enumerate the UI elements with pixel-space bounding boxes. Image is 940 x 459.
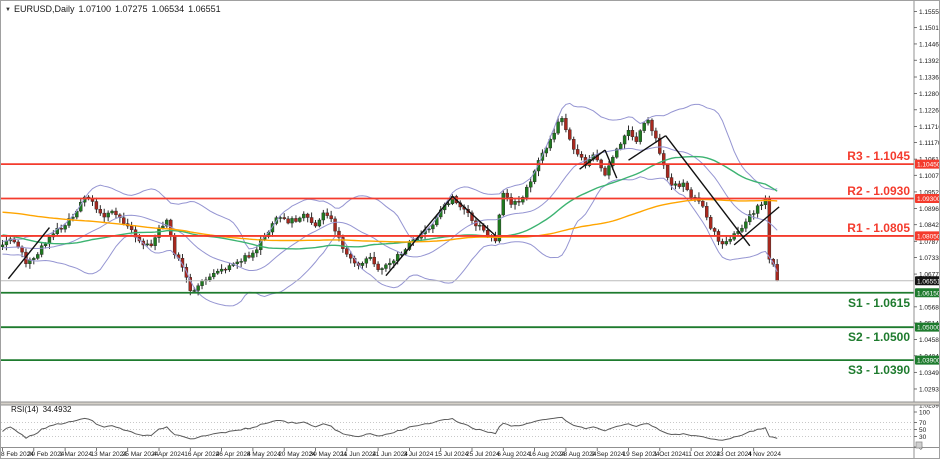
price-tick-label: 1.09520 xyxy=(919,189,940,196)
date-tick-label: 26 Apr 2024 xyxy=(216,451,251,458)
date-tick-label: 8 May 2024 xyxy=(247,451,281,458)
date-tick-label: 25 Jul 2024 xyxy=(466,451,500,458)
rsi-tick-label: 100 xyxy=(919,410,930,417)
symbol-dropdown-icon[interactable]: ▼ xyxy=(5,7,11,13)
price-tick-label: 1.07870 xyxy=(919,239,940,246)
date-tick-label: 9 Sep 2024 xyxy=(591,451,625,458)
price-tick-label: 1.15550 xyxy=(919,9,940,16)
trendlines[interactable] xyxy=(7,135,780,280)
resistance-label-r1[interactable]: R1 - 1.0805 xyxy=(847,220,910,235)
symbol-period-label: EURUSD,Daily xyxy=(13,4,75,14)
date-tick-label: 21 Jun 2024 xyxy=(372,451,408,458)
price-tick-label: 1.02935 xyxy=(919,386,940,393)
resistance-label-r3[interactable]: R3 - 1.1045 xyxy=(847,149,910,164)
price-badge-label: 1.10450 xyxy=(917,162,940,169)
price-badge xyxy=(915,276,939,286)
price-badge xyxy=(915,194,939,204)
price-badge-label: 1.06150 xyxy=(917,290,940,297)
price-tick-label: 1.11170 xyxy=(919,140,940,147)
support-label-s2[interactable]: S2 - 1.0500 xyxy=(847,330,910,345)
rsi-panel: 1007050300 xyxy=(1,410,939,452)
date-tick-label: 11 Jun 2024 xyxy=(341,451,377,458)
support-label-s3[interactable]: S3 - 1.0390 xyxy=(847,363,910,378)
resistance-label-r2[interactable]: R2 - 1.0930 xyxy=(847,183,910,198)
date-tick-label: 6 Aug 2024 xyxy=(497,451,530,458)
price-badge xyxy=(915,231,939,241)
rsi-value: 34.4932 xyxy=(42,405,72,414)
level-lines[interactable] xyxy=(1,163,914,362)
price-badge xyxy=(915,355,939,365)
date-tick-label: 4 Apr 2024 xyxy=(153,451,185,458)
price-badge xyxy=(915,288,939,298)
main-panel xyxy=(1,102,914,362)
price-badge-label: 1.06551 xyxy=(917,278,940,285)
price-tick-label: 1.08425 xyxy=(919,222,940,229)
quote-high: 1.07275 xyxy=(115,4,148,14)
price-badge-label: 1.05000 xyxy=(917,325,940,332)
date-tick-label: 20 Feb 2024 xyxy=(28,451,65,458)
date-tick-label: 16 Aug 2024 xyxy=(529,451,566,458)
price-tick-label: 1.12805 xyxy=(919,91,940,98)
rsi-line xyxy=(2,416,778,441)
date-tick-label: 20 May 2024 xyxy=(278,451,316,458)
price-tick-label: 1.13360 xyxy=(919,75,940,82)
date-tick-label: 23 Oct 2024 xyxy=(716,451,752,458)
rsi-indicator-label: RSI(14) 34.4932 xyxy=(11,405,71,414)
price-badge-label: 1.08050 xyxy=(917,233,940,240)
price-tick-label: 1.13920 xyxy=(919,58,940,65)
rsi-name: RSI(14) xyxy=(11,405,39,414)
support-label-s1[interactable]: S1 - 1.0615 xyxy=(847,295,910,310)
price-tick-label: 1.10075 xyxy=(919,173,940,180)
price-badge-label: 1.03900 xyxy=(917,358,940,365)
date-tick-label: 25 Mar 2024 xyxy=(122,451,159,458)
price-tick-label: 1.12265 xyxy=(919,107,940,114)
chart-title-bar: ▼ EURUSD,Daily 1.07100 1.07275 1.06534 1.0655… xyxy=(5,4,221,14)
rsi-tick-label: 70 xyxy=(919,420,927,427)
price-badge xyxy=(915,159,939,169)
date-tick-label: 28 Aug 2024 xyxy=(560,451,597,458)
date-tick-label: 30 May 2024 xyxy=(310,451,348,458)
date-tick-label: 1 Oct 2024 xyxy=(654,451,686,458)
price-badge xyxy=(915,322,939,332)
price-tick-label: 1.14465 xyxy=(919,41,940,48)
price-tick-label: 1.04585 xyxy=(919,337,940,344)
panel-separator[interactable] xyxy=(1,402,940,405)
price-tick-label: 1.11710 xyxy=(919,124,940,131)
date-tick-label: 4 Nov 2024 xyxy=(748,451,782,458)
price-tick-label: 1.05680 xyxy=(919,304,940,311)
price-tick-label: 1.06775 xyxy=(919,272,940,279)
price-tick-label: 1.15010 xyxy=(919,25,940,32)
rsi-tick-label: 30 xyxy=(919,434,927,441)
price-axis[interactable]: 1.15550 1.15010 1.14465 1.13920 1.13360 1.128… xyxy=(913,1,940,459)
date-tick-label: 16 Apr 2024 xyxy=(184,451,219,458)
quote-open: 1.07100 xyxy=(78,4,112,14)
date-tick-label: 3 Jul 2024 xyxy=(403,451,433,458)
quote-low: 1.06534 xyxy=(151,4,185,14)
scroll-corner-glyph[interactable] xyxy=(915,441,923,449)
price-badge-label: 1.09300 xyxy=(917,196,940,203)
date-tick-label: 1 Mar 2024 xyxy=(59,451,92,458)
price-tick-label: 1.03490 xyxy=(919,370,940,377)
date-tick-label: 13 Mar 2024 xyxy=(90,451,127,458)
price-tick-label: 1.02395 xyxy=(919,403,940,410)
date-tick-label: 8 Feb 2024 xyxy=(1,451,34,458)
date-tick-label: 11 Oct 2024 xyxy=(685,451,720,458)
ma-slow xyxy=(2,198,778,243)
date-tick-label: 19 Sep 2024 xyxy=(623,451,660,458)
date-tick-label: 15 Jul 2024 xyxy=(435,451,469,458)
ma-fast xyxy=(2,155,778,250)
price-tick-label: 1.07330 xyxy=(919,255,940,262)
bollinger-bands xyxy=(2,102,778,307)
quote-close: 1.06551 xyxy=(188,4,221,14)
rsi-tick-label: 50 xyxy=(919,427,927,434)
price-tick-label: 1.08965 xyxy=(919,206,940,213)
